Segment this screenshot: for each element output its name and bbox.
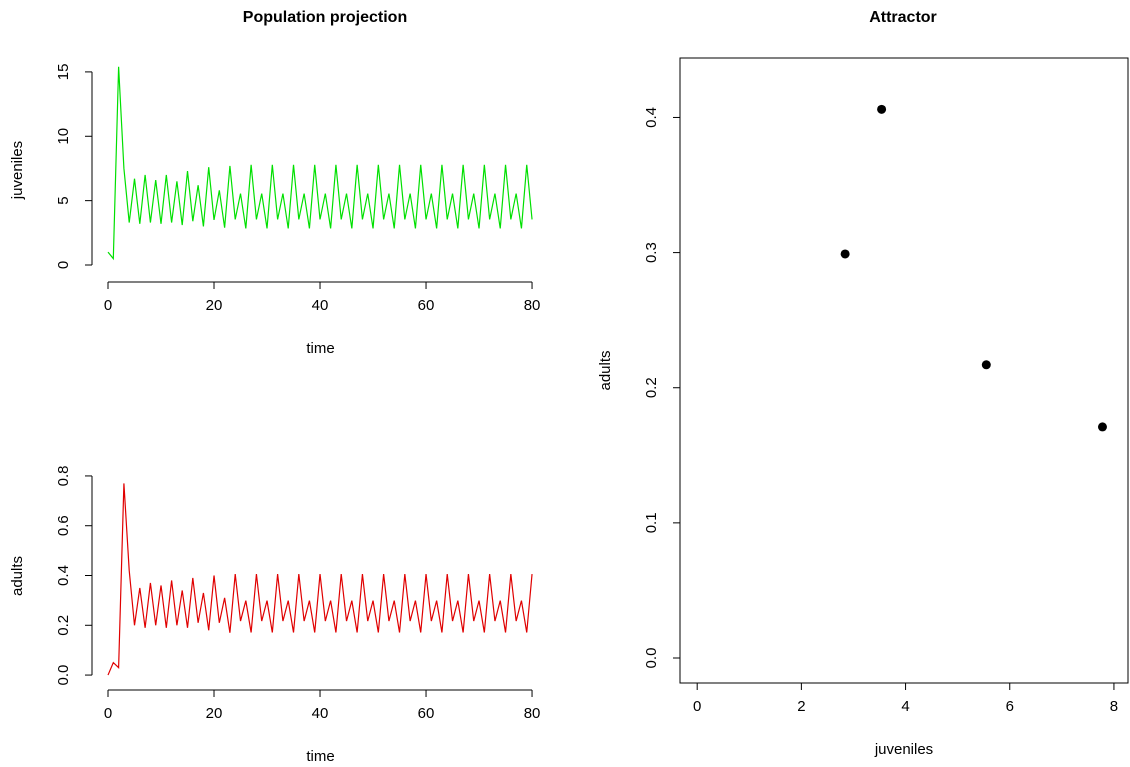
- x-tick-label: 40: [312, 705, 329, 722]
- y-tick-label: 0.3: [643, 242, 660, 263]
- x-tick-label: 20: [206, 297, 223, 314]
- y-tick-label: 0.8: [55, 466, 72, 487]
- y-tick-label: 0.4: [55, 565, 72, 586]
- x-tick-label: 0: [693, 698, 701, 715]
- x-tick-label: 80: [524, 297, 541, 314]
- y-tick-label: 0.1: [643, 512, 660, 533]
- y-tick-label: 0.0: [643, 648, 660, 669]
- data-point: [877, 104, 887, 114]
- x-tick-label: 40: [312, 297, 329, 314]
- x-tick-label: 8: [1110, 698, 1118, 715]
- y-tick-label: 0.0: [55, 665, 72, 686]
- y-tick-label: 0: [55, 261, 72, 269]
- x-tick-label: 80: [524, 705, 541, 722]
- x-tick-label: 60: [418, 297, 435, 314]
- x-tick-label: 0: [104, 705, 112, 722]
- x-axis-label: time: [306, 340, 334, 357]
- y-tick-label: 15: [55, 64, 72, 81]
- y-tick-label: 0.6: [55, 515, 72, 536]
- y-tick-label: 5: [55, 196, 72, 204]
- chart-title: Attractor: [869, 9, 937, 26]
- y-tick-label: 0.2: [55, 615, 72, 636]
- x-tick-label: 0: [104, 297, 112, 314]
- y-axis-label: juveniles: [9, 141, 26, 200]
- y-tick-label: 0.4: [643, 107, 660, 128]
- x-tick-label: 2: [797, 698, 805, 715]
- data-point: [840, 249, 850, 259]
- x-axis-label: juveniles: [874, 741, 933, 758]
- x-tick-label: 60: [418, 705, 435, 722]
- y-axis-label: adults: [9, 556, 26, 596]
- data-point: [981, 360, 991, 370]
- plot-box: [679, 57, 1129, 684]
- data-point: [1097, 422, 1107, 432]
- x-tick-label: 20: [206, 705, 223, 722]
- chart-title: Population projection: [243, 9, 407, 26]
- y-tick-label: 10: [55, 128, 72, 145]
- x-axis-label: time: [306, 748, 334, 765]
- data-line: [107, 66, 533, 261]
- x-tick-label: 6: [1006, 698, 1014, 715]
- x-tick-label: 4: [901, 698, 909, 715]
- data-line: [107, 483, 533, 676]
- y-tick-label: 0.2: [643, 377, 660, 398]
- y-axis-label: adults: [597, 350, 614, 390]
